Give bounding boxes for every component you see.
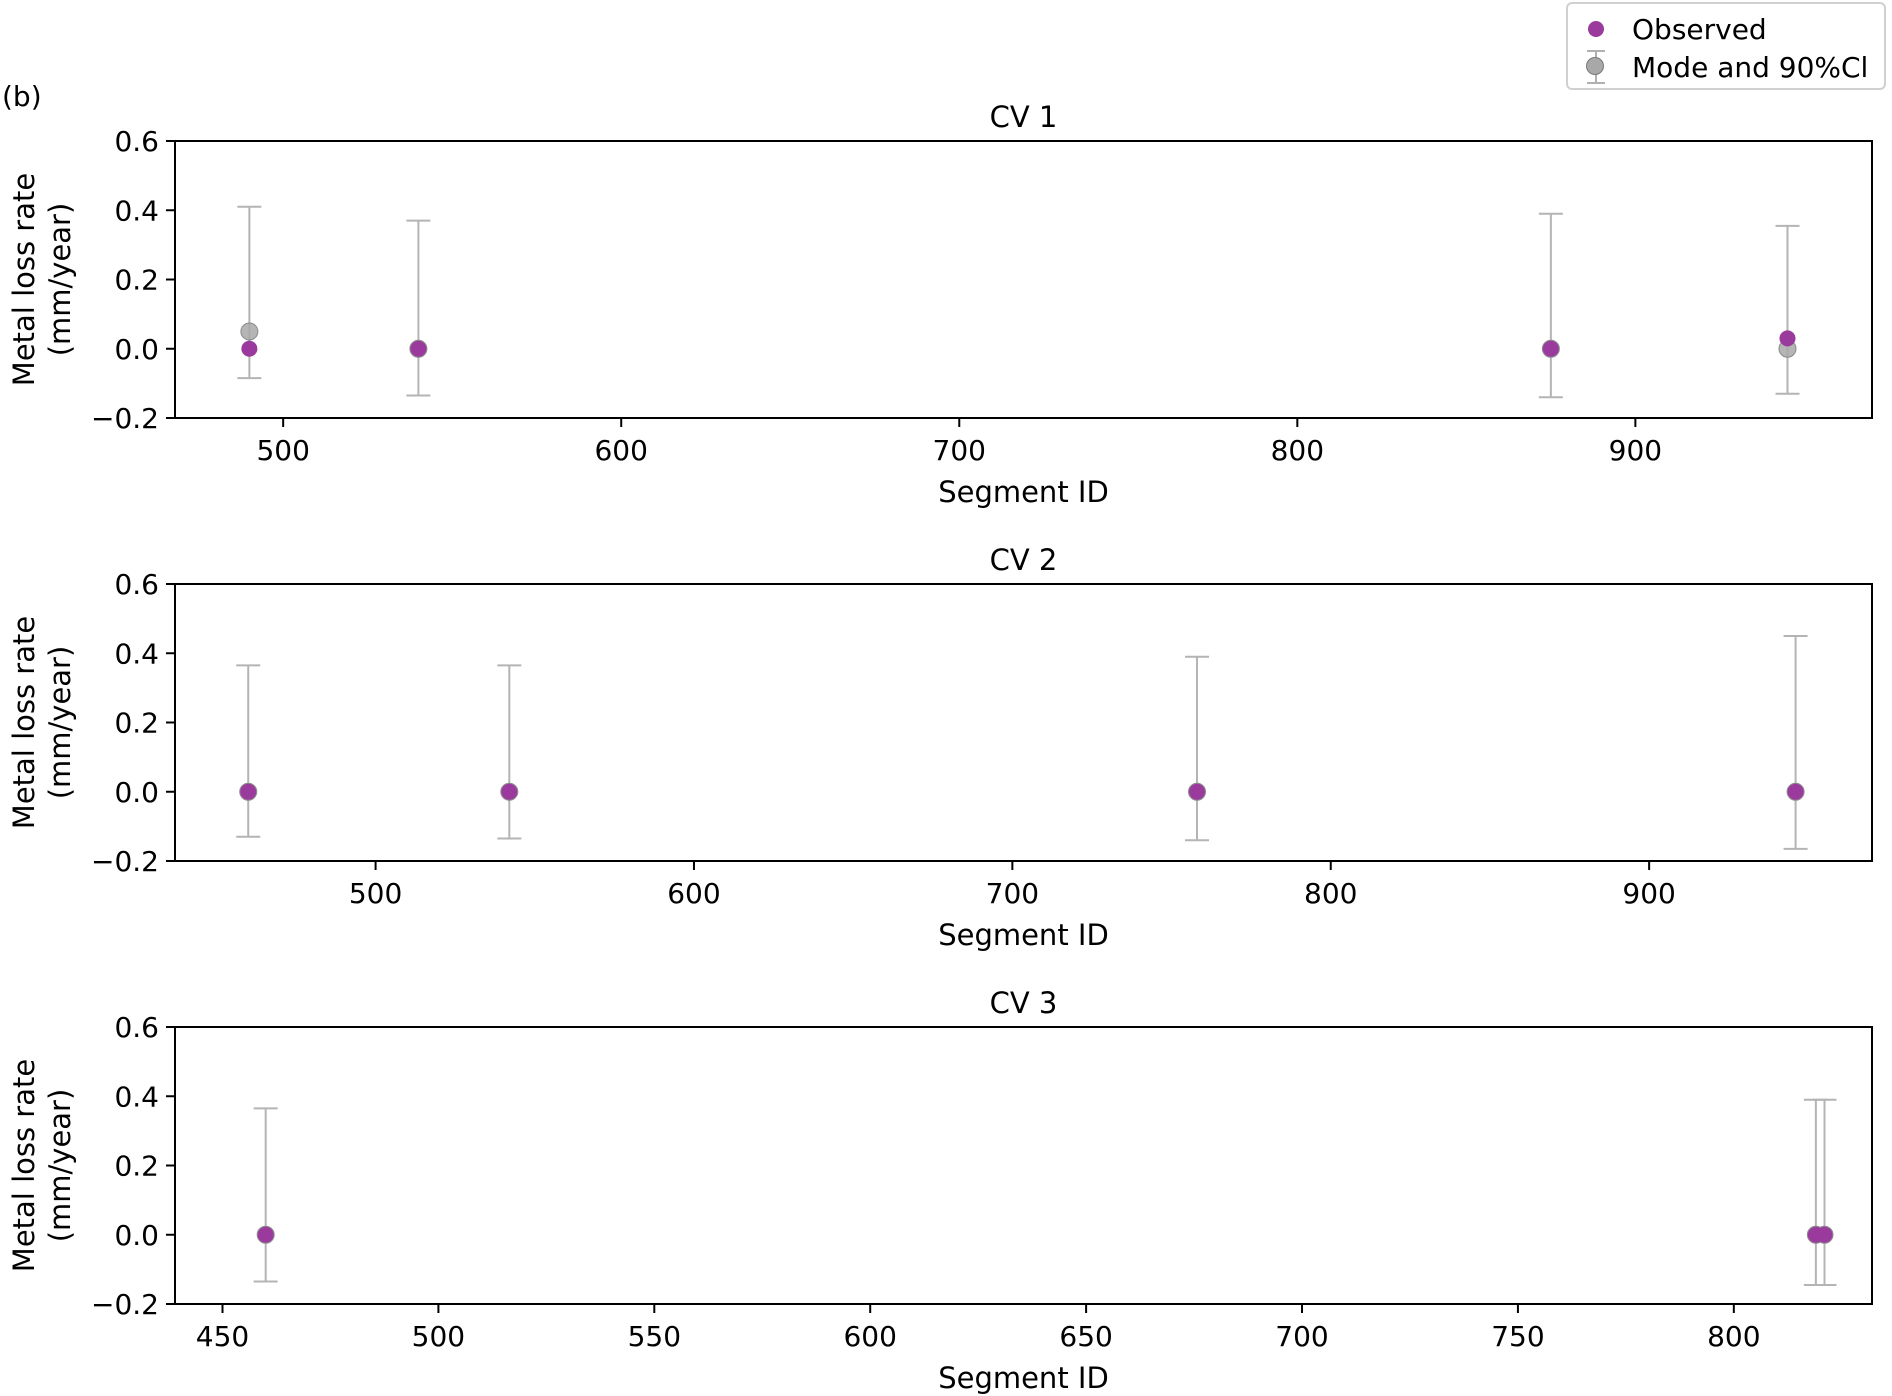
errorbar	[253, 1107, 278, 1283]
legend: Observed Mode and 90%Cl	[1566, 2, 1886, 90]
errorbar	[1775, 224, 1800, 395]
x-tick-label: 700	[1275, 1320, 1328, 1353]
x-tick-label: 600	[594, 434, 647, 467]
x-axis-label: Segment ID	[938, 1361, 1109, 1395]
errorbar	[1538, 212, 1563, 399]
plot-frame	[174, 140, 1873, 419]
y-tick-label: 0.4	[114, 637, 159, 670]
plot-frame	[174, 583, 1873, 862]
y-tick-label: −0.2	[91, 845, 159, 878]
x-tick-label: 800	[1304, 877, 1357, 910]
plot-frame	[174, 1026, 1873, 1305]
x-tick-label: 550	[628, 1320, 681, 1353]
observed-point	[1787, 783, 1804, 800]
y-tick-label: 0.4	[114, 1080, 159, 1113]
y-tick-label: 0.6	[114, 568, 159, 601]
x-axis-label: Segment ID	[938, 918, 1109, 952]
panel-label: (b)	[2, 80, 42, 113]
x-tick-label: 900	[1609, 434, 1662, 467]
chart-title: CV 1	[990, 100, 1058, 134]
observed-marker-icon	[1568, 12, 1632, 46]
y-tick-label: 0.0	[114, 776, 159, 809]
x-tick-label: 800	[1707, 1320, 1760, 1353]
x-tick-label: 600	[667, 877, 720, 910]
errorbar	[1185, 655, 1210, 842]
chart-panel-1: CV 1 0.6 0.4 0.2 0.0 −0.2 500 600 700 800 900 Segme…	[7, 100, 1873, 509]
observed-point	[1816, 1226, 1833, 1243]
observed-point	[240, 783, 257, 800]
observed-point	[257, 1226, 274, 1243]
errorbar-marker-icon	[1568, 50, 1632, 84]
y-tick-label: 0.0	[114, 1219, 159, 1252]
mode-point	[240, 322, 259, 341]
x-tick-label: 900	[1622, 877, 1675, 910]
x-tick-label: 700	[986, 877, 1039, 910]
legend-label-observed: Observed	[1632, 12, 1767, 46]
y-axis-label: Metal loss rate(mm/year)	[7, 616, 77, 829]
x-tick-label: 750	[1491, 1320, 1544, 1353]
chart-panel-3: CV 3 0.6 0.4 0.2 0.0 −0.2 450 500 550 600 650 700 75…	[7, 986, 1873, 1395]
errorbar	[497, 664, 522, 840]
errorbar	[406, 219, 431, 397]
errorbar	[1783, 634, 1808, 850]
observed-point	[1189, 783, 1206, 800]
y-tick-label: −0.2	[91, 402, 159, 435]
x-tick-label: 450	[196, 1320, 249, 1353]
legend-item-observed: Observed	[1568, 12, 1767, 46]
observed-point	[501, 783, 518, 800]
y-tick-label: 0.0	[114, 333, 159, 366]
x-tick-label: 500	[349, 877, 402, 910]
y-axis-label: Metal loss rate(mm/year)	[7, 173, 77, 386]
observed-point	[241, 340, 258, 357]
observed-point	[410, 340, 427, 357]
errorbar	[236, 664, 261, 838]
observed-point	[1542, 340, 1559, 357]
y-tick-label: 0.6	[114, 1011, 159, 1044]
x-tick-label: 700	[933, 434, 986, 467]
legend-label-mode: Mode and 90%Cl	[1632, 50, 1869, 84]
chart-title: CV 2	[990, 543, 1058, 577]
x-tick-label: 500	[256, 434, 309, 467]
chart-panel-2: CV 2 0.6 0.4 0.2 0.0 −0.2 500 600 700 800 900 Segme…	[7, 543, 1873, 952]
y-tick-label: 0.4	[114, 194, 159, 227]
observed-point	[1779, 330, 1796, 347]
chart-title: CV 3	[990, 986, 1058, 1020]
y-tick-label: −0.2	[91, 1288, 159, 1321]
x-tick-label: 800	[1271, 434, 1324, 467]
x-tick-label: 650	[1059, 1320, 1112, 1353]
y-tick-label: 0.2	[114, 1150, 159, 1183]
x-tick-label: 600	[843, 1320, 896, 1353]
x-tick-label: 500	[412, 1320, 465, 1353]
x-axis-label: Segment ID	[938, 475, 1109, 509]
y-tick-label: 0.6	[114, 125, 159, 158]
y-tick-label: 0.2	[114, 707, 159, 740]
y-axis-label: Metal loss rate(mm/year)	[7, 1059, 77, 1272]
y-tick-label: 0.2	[114, 264, 159, 297]
legend-item-mode: Mode and 90%Cl	[1568, 50, 1868, 84]
